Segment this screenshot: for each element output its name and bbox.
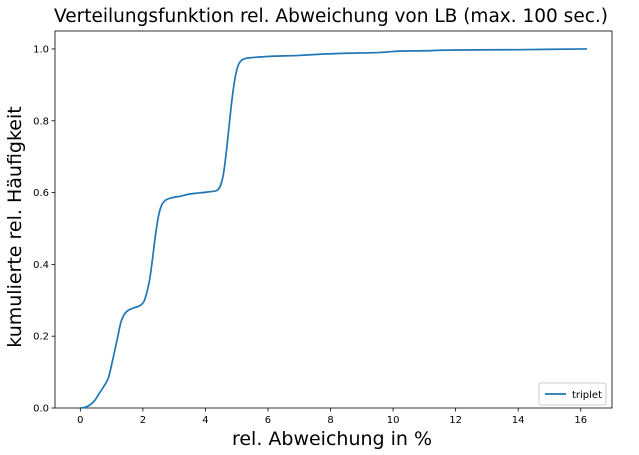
- chart-title: Verteilungsfunktion rel. Abweichung von …: [54, 6, 608, 27]
- y-tick-label: 0.8: [33, 116, 49, 127]
- y-tick-label: 0.0: [33, 404, 49, 415]
- x-tick-label: 12: [449, 415, 462, 426]
- x-tick-label: 0: [77, 415, 83, 426]
- x-tick-label: 14: [512, 415, 525, 426]
- y-tick-label: 0.2: [33, 332, 49, 343]
- x-tick-label: 8: [327, 415, 333, 426]
- y-axis-label: kumulierte rel. Häufigkeit: [4, 106, 26, 347]
- x-tick-label: 4: [202, 415, 208, 426]
- y-axis-ticks: 0.0 0.2 0.4 0.6 0.8 1.0: [33, 44, 55, 415]
- y-tick-label: 1.0: [33, 44, 49, 55]
- series-layer: [80, 48, 587, 409]
- legend-box: [538, 382, 607, 406]
- x-axis-label: rel. Abweichung in %: [232, 428, 432, 450]
- x-tick-label: 10: [387, 415, 400, 426]
- legend-label-triplet: triplet: [572, 390, 602, 401]
- y-tick-label: 0.4: [33, 260, 49, 271]
- plot-area-frame: [54, 30, 613, 409]
- x-axis-ticks: 0 2 4 6 8 10 12 14 16: [77, 408, 587, 426]
- axes-frame: [54, 30, 613, 409]
- legend: triplet: [538, 382, 607, 406]
- x-tick-label: 2: [140, 415, 146, 426]
- x-tick-label: 6: [265, 415, 271, 426]
- x-tick-label: 16: [574, 415, 587, 426]
- y-tick-label: 0.6: [33, 188, 49, 199]
- series-line-triplet: [80, 48, 587, 409]
